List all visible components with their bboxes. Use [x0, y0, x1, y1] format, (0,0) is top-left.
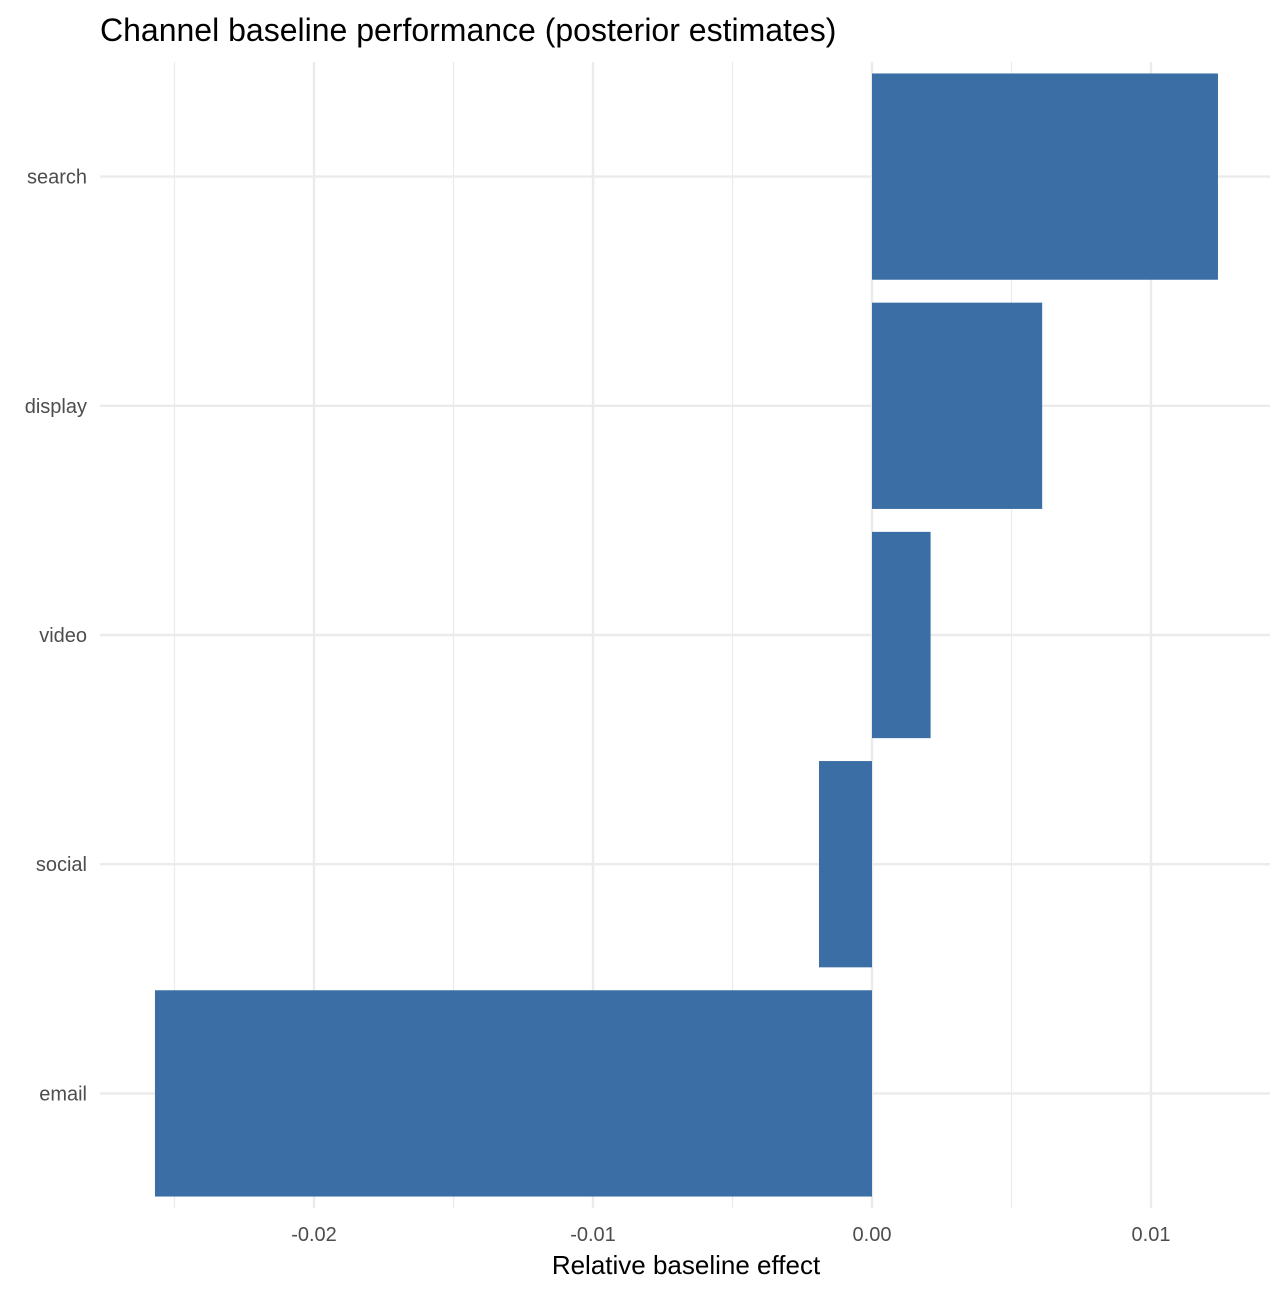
- bars: [154, 73, 1218, 1197]
- x-tick-label: -0.01: [570, 1224, 616, 1246]
- bar-email: [154, 990, 873, 1197]
- y-tick-label: video: [39, 625, 87, 647]
- x-tick-label: -0.02: [291, 1224, 337, 1246]
- bar-video: [872, 531, 931, 739]
- x-axis-tick-labels: -0.02 -0.01 0.00 0.01: [291, 1224, 1170, 1246]
- y-tick-label: search: [27, 167, 87, 189]
- y-tick-label: display: [25, 396, 87, 418]
- x-tick-label: 0.00: [853, 1224, 892, 1246]
- bar-search: [872, 73, 1218, 280]
- bar-display: [872, 302, 1043, 509]
- x-tick-label: 0.01: [1132, 1224, 1171, 1246]
- bar-social: [818, 761, 872, 968]
- x-axis-title: Relative baseline effect: [552, 1250, 821, 1280]
- y-tick-label: email: [39, 1083, 87, 1105]
- y-tick-label: social: [36, 854, 87, 876]
- chart-title: Channel baseline performance (posterior …: [100, 12, 836, 48]
- y-axis-tick-labels: search display video social email: [25, 167, 87, 1106]
